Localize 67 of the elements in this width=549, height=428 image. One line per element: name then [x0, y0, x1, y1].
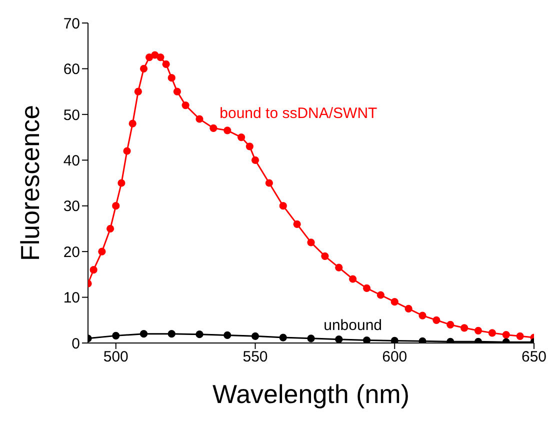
point — [196, 330, 204, 338]
point — [112, 332, 120, 340]
y-axis-title: Fluorescence — [15, 104, 46, 262]
x-tick-label: 500 — [103, 348, 128, 366]
point — [112, 202, 120, 210]
point — [293, 220, 301, 228]
y-tick-label: 60 — [63, 61, 80, 78]
point — [224, 331, 232, 340]
y-tick-label: 10 — [63, 290, 80, 307]
point — [474, 326, 482, 334]
point — [418, 312, 426, 320]
y-tick-label: 40 — [63, 152, 80, 170]
point — [134, 88, 142, 96]
point — [349, 275, 357, 283]
x-axis-title: Wavelength (nm) — [212, 379, 410, 409]
y-tick-label: 50 — [63, 106, 80, 124]
point — [98, 248, 106, 256]
y-tick-label: 20 — [63, 244, 80, 261]
annotation: bound to ssDNA/SWNT — [220, 105, 378, 122]
point — [196, 115, 204, 123]
x-tick-label: 600 — [382, 348, 408, 366]
point — [168, 74, 176, 82]
point — [168, 330, 176, 338]
point — [404, 304, 412, 313]
point — [376, 291, 384, 299]
annotation: unbound — [324, 316, 382, 334]
point — [502, 330, 510, 339]
point — [362, 336, 371, 343]
point — [390, 298, 398, 306]
point — [140, 64, 148, 73]
point — [173, 88, 181, 96]
point — [224, 126, 232, 134]
y-tick-label: 0 — [72, 335, 80, 352]
point — [182, 101, 190, 110]
point — [251, 156, 260, 164]
point — [516, 332, 524, 340]
point — [321, 252, 329, 260]
point — [106, 224, 114, 233]
point — [390, 336, 398, 343]
point — [123, 147, 131, 155]
point — [279, 334, 287, 342]
x-tick-label: 550 — [242, 348, 268, 366]
point — [446, 320, 454, 329]
point — [128, 120, 136, 128]
point — [140, 330, 148, 338]
point — [335, 264, 343, 272]
point — [279, 202, 287, 210]
point — [307, 238, 315, 246]
point — [90, 266, 98, 274]
x-tick-label: 650 — [521, 348, 547, 366]
point — [432, 316, 440, 324]
y-tick-label: 30 — [63, 198, 80, 216]
point — [118, 179, 126, 187]
point — [265, 179, 273, 187]
point — [362, 284, 371, 292]
point — [210, 124, 218, 132]
point — [460, 324, 468, 332]
point — [162, 60, 170, 68]
point — [156, 53, 164, 62]
point — [238, 133, 246, 142]
point — [488, 329, 496, 337]
point — [251, 332, 260, 340]
point — [246, 142, 254, 150]
point — [335, 336, 343, 343]
y-tick-label: 70 — [63, 15, 80, 32]
point — [418, 337, 426, 343]
point — [307, 334, 315, 342]
